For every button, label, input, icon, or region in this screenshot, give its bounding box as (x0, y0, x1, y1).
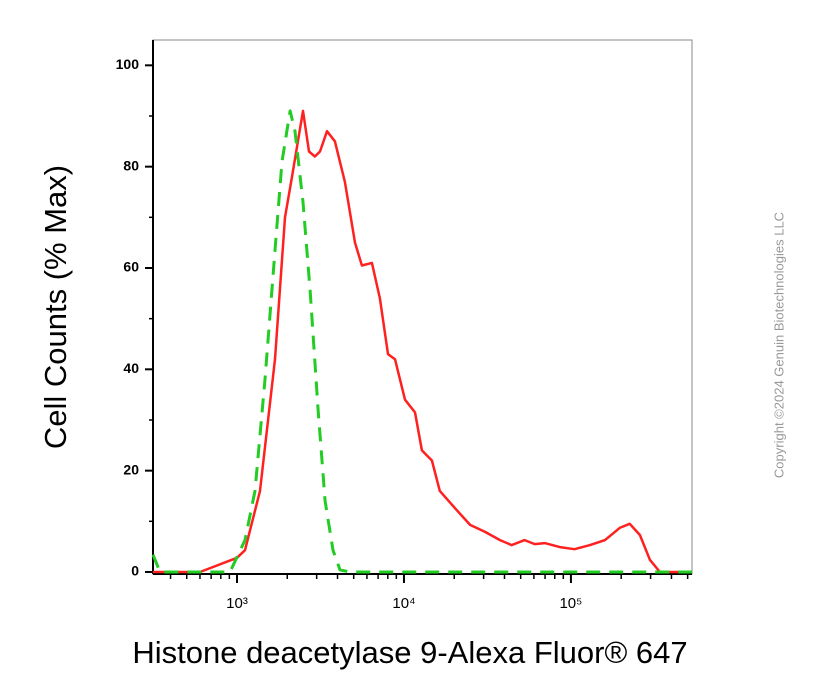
y-axis-label: Cell Counts (% Max) (38, 165, 73, 449)
y-tick-label: 20 (123, 461, 139, 477)
y-tick-label: 60 (123, 259, 139, 275)
copyright: Copyright ©2024 Genuin Biotechnologies L… (771, 212, 786, 478)
y-tick-label: 80 (123, 157, 139, 173)
y-tick-label: 0 (131, 563, 139, 579)
x-tick-label: 10⁵ (559, 595, 582, 612)
x-tick-label: 10³ (226, 595, 248, 612)
plot-frame (152, 39, 693, 575)
x-tick-label: 10⁴ (392, 595, 415, 612)
series-line (153, 109, 692, 574)
y-tick-label: 40 (123, 360, 139, 376)
series-line (151, 109, 692, 574)
x-axis-label: Histone deacetylase 9-Alexa Fluor® 647 (132, 635, 687, 670)
y-tick-label: 100 (116, 56, 140, 72)
